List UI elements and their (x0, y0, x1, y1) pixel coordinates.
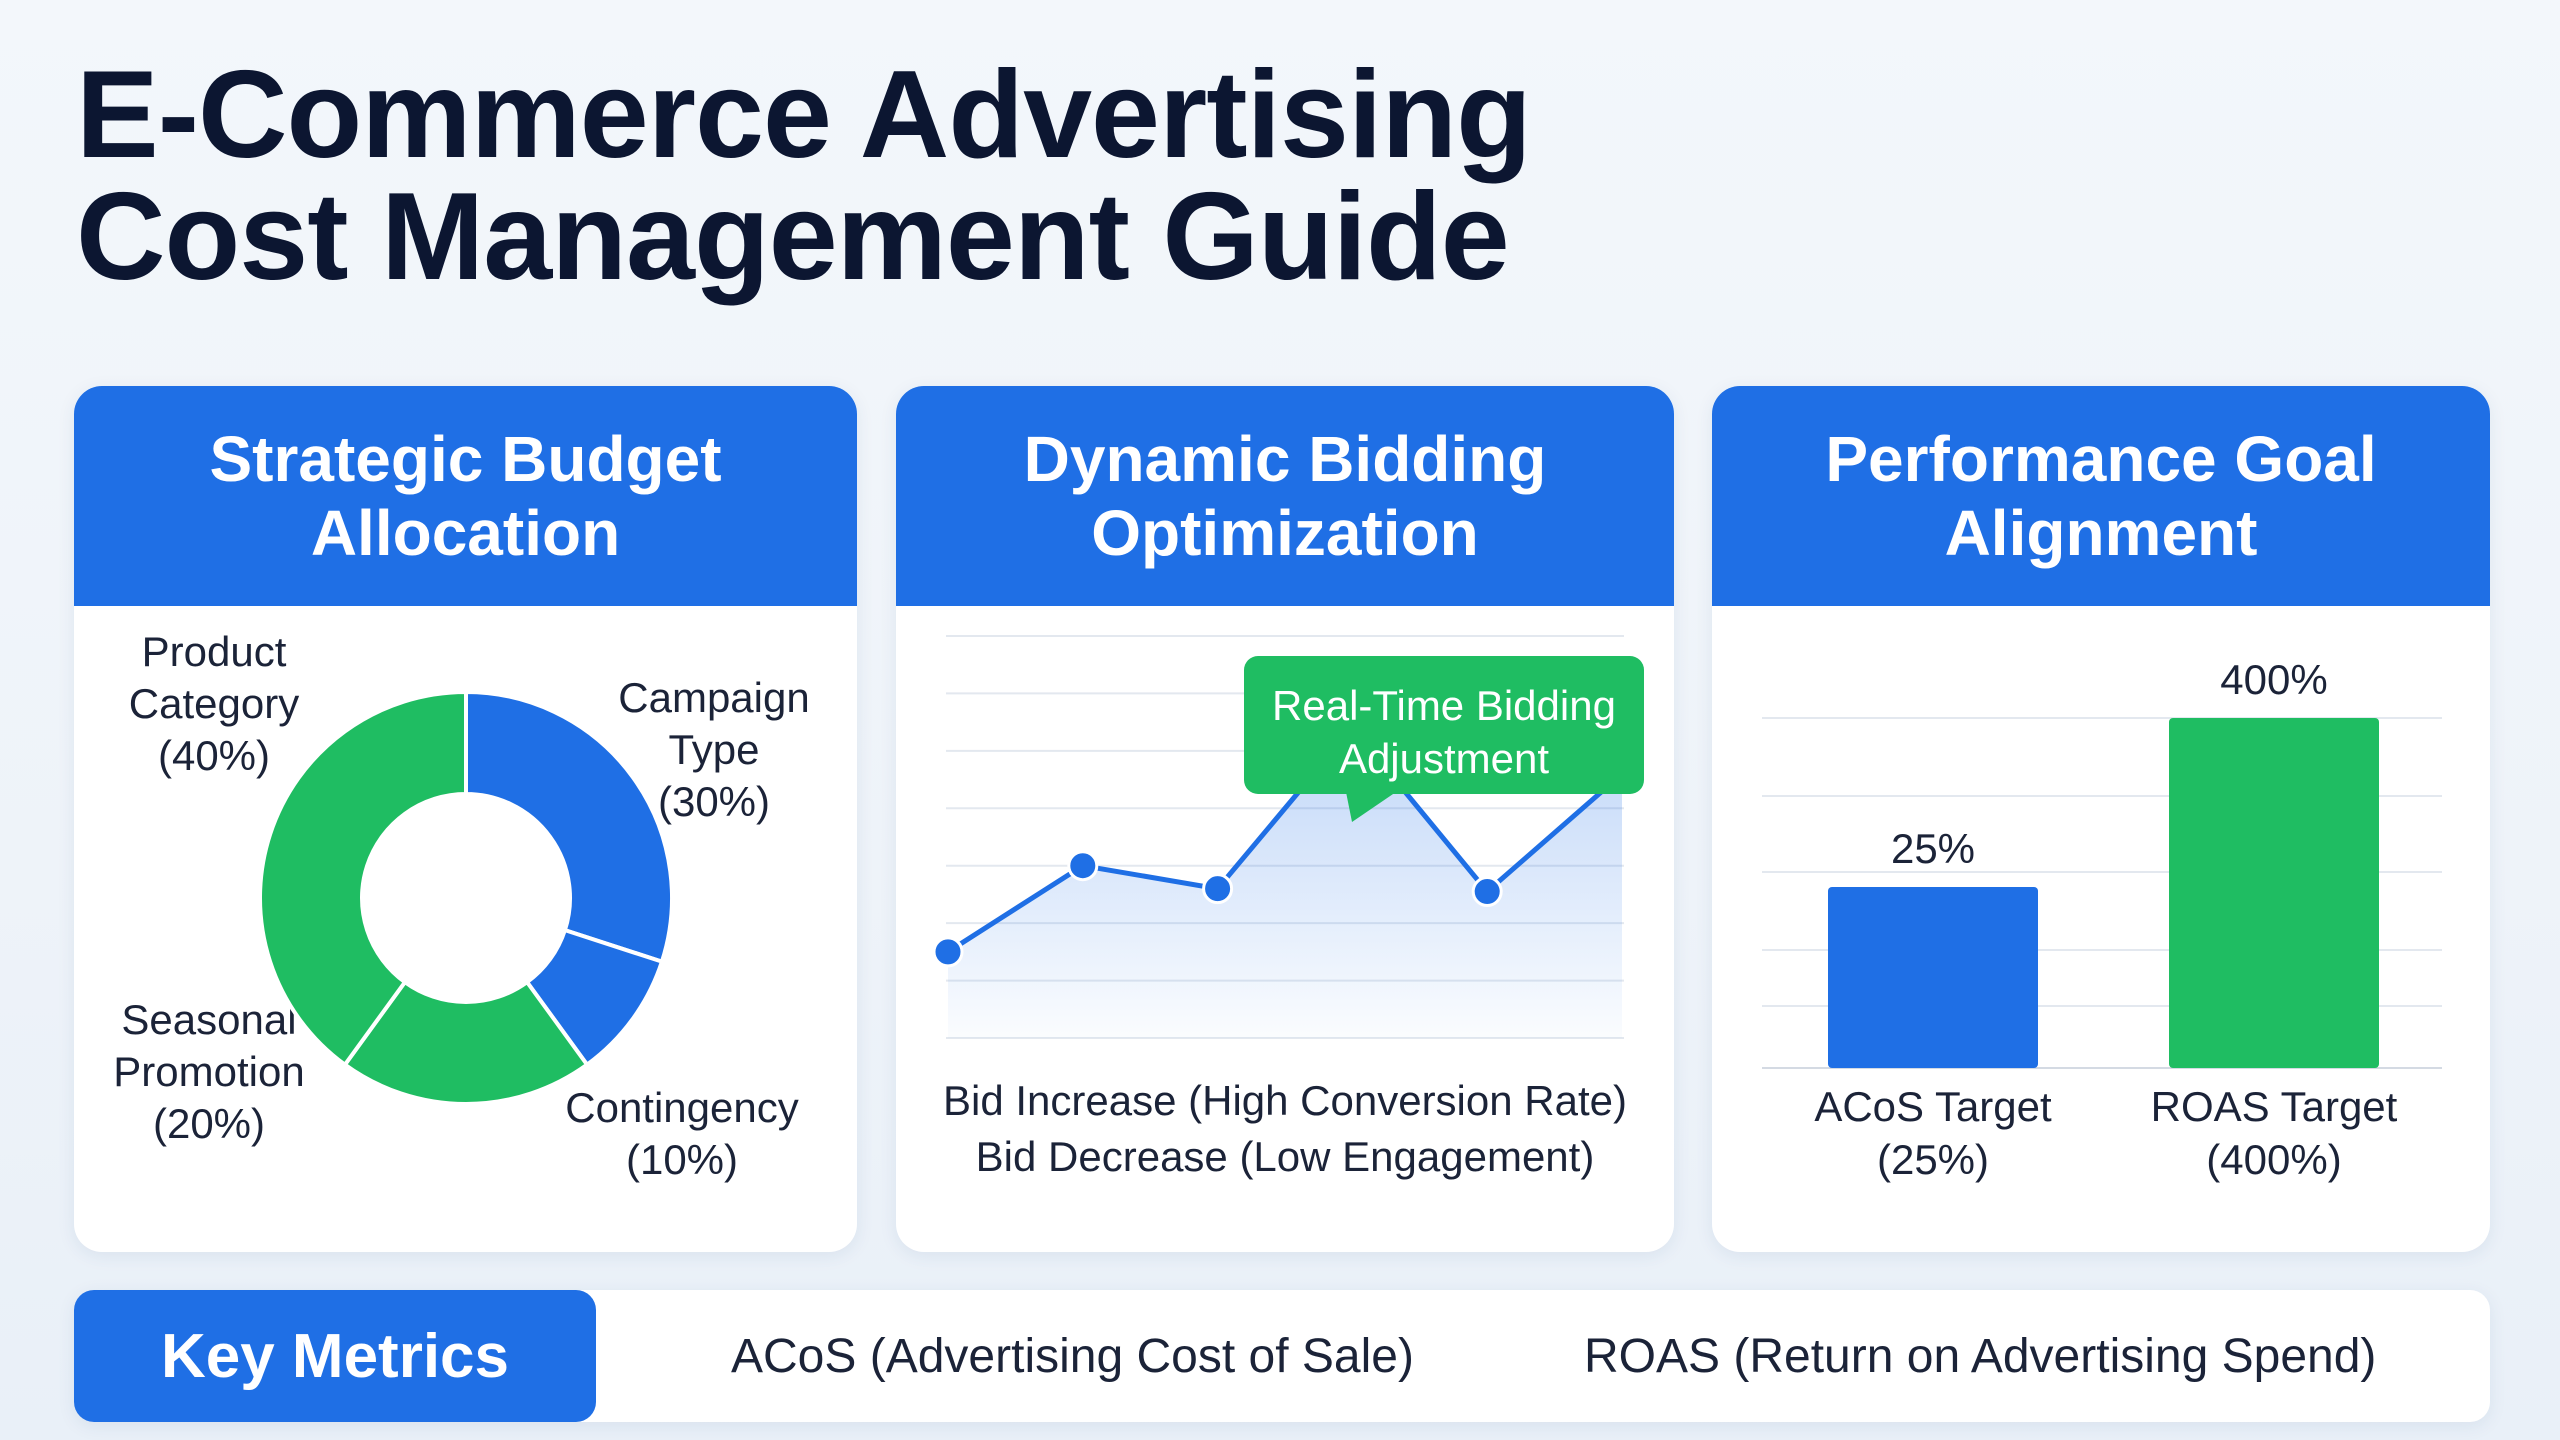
dynamic-bidding-title-line-2: Optimization (1091, 497, 1479, 569)
performance-goal-header: Performance Goal Alignment (1712, 386, 2490, 606)
roas-metric-label: ROAS (Return on Advertising Spend) (1584, 1329, 2377, 1383)
donut-label-campaign-type-line-2: Type (668, 726, 759, 773)
donut-label-product-category-line-2: Category (129, 680, 299, 727)
performance-goal-body: 25% ACoS Target (25%) 400% ROAS Target (400%) (1712, 606, 2490, 1252)
line-chart-point (1067, 850, 1099, 882)
goal-bar-chart: 25% ACoS Target (25%) 400% ROAS Target (400%) (1762, 656, 2442, 1183)
donut-label-contingency-line-2: (10%) (626, 1136, 738, 1183)
callout-pointer (1346, 792, 1396, 822)
performance-goal-title-line-2: Alignment (1944, 497, 2258, 569)
line-chart-area (948, 727, 1622, 1038)
line-chart-point (1202, 873, 1234, 905)
dynamic-bidding-body: Real-Time Bidding Adjustment Bid Increas… (896, 606, 1674, 1252)
donut-label-seasonal-promotion-line-2: Promotion (113, 1048, 304, 1095)
performance-goal-panel: Performance Goal Alignment 25% ACoS Targe… (1712, 386, 2490, 1252)
bid-line-chart: Real-Time Bidding Adjustment Bid Increas… (932, 635, 1644, 1180)
donut-label-product-category-line-1: Product (142, 628, 287, 675)
donut-label-seasonal-promotion-line-1: Seasonal (121, 996, 296, 1043)
budget-allocation-title-line-1: Strategic Budget (209, 423, 722, 495)
bar-value-label-acos-target: 25% (1891, 825, 1975, 872)
acos-metric-label: ACoS (Advertising Cost of Sale) (731, 1329, 1414, 1383)
donut-label-campaign-type-line-1: Campaign (618, 674, 809, 721)
bid-increase-caption: Bid Increase (High Conversion Rate) (943, 1077, 1627, 1124)
line-chart-point (1471, 876, 1503, 908)
bar-category-label-roas-target-line-2: (400%) (2206, 1136, 2341, 1183)
donut-label-campaign-type-line-3: (30%) (658, 778, 770, 825)
donut-slice-seasonal-promotion (342, 979, 590, 1106)
line-chart-series (946, 725, 1624, 954)
dynamic-bidding-header: Dynamic Bidding Optimization (896, 386, 1674, 606)
bar-acos-target (1828, 887, 2038, 1068)
donut-label-contingency-line-1: Contingency (565, 1084, 798, 1131)
budget-allocation-title-line-2: Allocation (310, 497, 621, 569)
callout-line-2: Adjustment (1339, 735, 1549, 782)
bar-category-label-acos-target-line-2: (25%) (1877, 1136, 1989, 1183)
donut-label-seasonal-promotion-line-3: (20%) (153, 1100, 265, 1147)
budget-allocation-header: Strategic Budget Allocation (74, 386, 857, 606)
bar-category-label-acos-target-line-1: ACoS Target (1814, 1083, 2052, 1130)
bar-value-label-roas-target: 400% (2220, 656, 2327, 703)
budget-donut-chart: Campaign Type (30%) Contingency (10%) Seasona… (113, 628, 809, 1183)
dynamic-bidding-panel: Dynamic Bidding Optimization Real-Time B… (896, 386, 1674, 1252)
bar-category-label-roas-target-line-1: ROAS Target (2151, 1083, 2398, 1130)
donut-slice-campaign-type (464, 689, 674, 965)
donut-slice-product-category (258, 689, 468, 1068)
key-metrics-bar: Key Metrics ACoS (Advertising Cost of Sa… (74, 1290, 2490, 1422)
realtime-callout: Real-Time Bidding Adjustment (1244, 656, 1644, 822)
bid-decrease-caption: Bid Decrease (Low Engagement) (976, 1133, 1595, 1180)
donut-label-product-category-line-3: (40%) (158, 732, 270, 779)
performance-goal-title-line-1: Performance Goal (1825, 423, 2377, 495)
page-title: E-Commerce Advertising Cost Management G… (76, 46, 1676, 306)
page-title-line-1: E-Commerce Advertising (76, 46, 1532, 184)
budget-allocation-body: Campaign Type (30%) Contingency (10%) Seasona… (74, 606, 857, 1252)
bar-roas-target (2169, 718, 2379, 1068)
line-chart-point (932, 936, 964, 968)
callout-box (1244, 656, 1644, 794)
key-metrics-badge: Key Metrics (74, 1290, 596, 1422)
dynamic-bidding-title-line-1: Dynamic Bidding (1023, 423, 1547, 495)
page-title-line-2: Cost Management Guide (76, 168, 1510, 306)
budget-allocation-panel: Strategic Budget Allocation Campaign Type… (74, 386, 857, 1252)
callout-line-1: Real-Time Bidding (1272, 682, 1616, 729)
